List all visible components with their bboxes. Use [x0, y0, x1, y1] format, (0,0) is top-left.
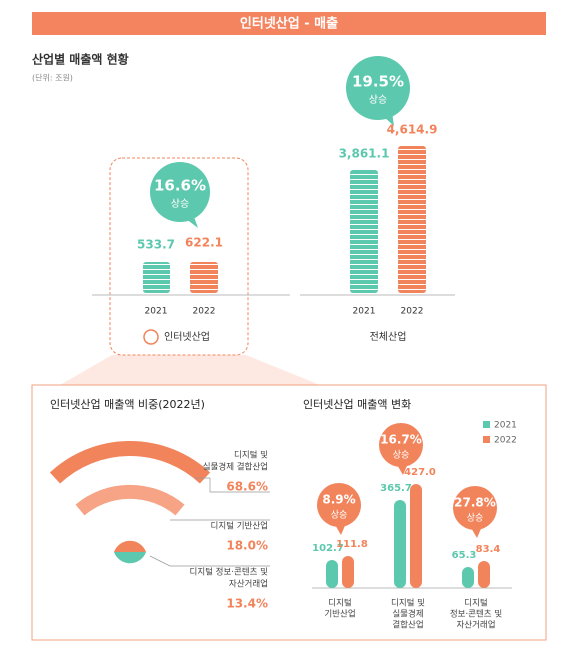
- header-bar: [32, 12, 546, 35]
- year: 2022: [193, 307, 216, 317]
- share-label: 디지털 및: [234, 450, 268, 461]
- category-label: 디지털: [464, 598, 488, 609]
- bar: [342, 556, 354, 588]
- category-label: 자산거래업: [456, 620, 495, 631]
- dashed-box: [109, 157, 249, 356]
- value: 533.7: [137, 238, 175, 252]
- rate-bubble: [317, 483, 361, 527]
- rate: 8.9%: [322, 493, 355, 507]
- share-label: 자산거래업: [229, 579, 268, 590]
- funnel: [60, 355, 320, 385]
- bar: [478, 561, 490, 588]
- share-value: 13.4%: [226, 597, 268, 611]
- bar: [462, 567, 474, 588]
- wifi-dot: [114, 552, 146, 564]
- bar-value: 102.7: [312, 543, 344, 554]
- rate-bubble: [453, 486, 497, 530]
- globe-icon: [143, 329, 159, 345]
- leader: [195, 477, 270, 493]
- bubble-tail: [185, 214, 198, 228]
- category-label: 정보·콘텐츠 및: [450, 609, 503, 620]
- header-title: 인터넷산업 - 매출: [240, 16, 338, 32]
- share-value: 68.6%: [226, 480, 268, 494]
- coin-stack: [143, 262, 170, 293]
- rate-label: 상승: [393, 450, 410, 461]
- coin-stack: [190, 262, 218, 293]
- wifi-dot: [114, 540, 146, 552]
- wifi-arc: [75, 484, 185, 516]
- legend-label: 2022: [494, 436, 517, 446]
- rate-bubble: [150, 162, 210, 222]
- industry-name: 인터넷산업: [164, 330, 210, 343]
- bar-value: 111.8: [336, 539, 368, 550]
- coin-stack: [350, 170, 378, 293]
- year: 2022: [401, 307, 424, 317]
- rate-label: 상승: [171, 198, 189, 210]
- section-title: 인터넷산업 매출액 비중(2022년): [50, 398, 205, 411]
- value: 622.1: [185, 236, 223, 250]
- legend-swatch: [483, 421, 490, 428]
- legend-swatch: [483, 436, 490, 443]
- bar-value: 365.7: [380, 483, 412, 494]
- category-label: 결합산업: [392, 620, 423, 631]
- bar-value: 83.4: [476, 544, 501, 555]
- category-label: 디지털 및: [391, 598, 425, 609]
- industry-name: 전체산업: [370, 330, 407, 343]
- category-label: 디지털: [328, 598, 352, 609]
- value: 3,861.1: [339, 147, 390, 161]
- legend-label: 2021: [494, 421, 517, 431]
- section-title: 인터넷산업 매출액 변화: [303, 398, 411, 411]
- share-label: 디지털 정보·콘텐츠 및: [190, 567, 269, 578]
- year: 2021: [145, 307, 168, 317]
- rate-label: 상승: [331, 510, 348, 521]
- share-label: 실물경제 결합산업: [203, 462, 268, 473]
- value: 4,614.9: [387, 123, 438, 137]
- coin-stack: [398, 146, 426, 293]
- bar: [394, 500, 406, 588]
- bar: [410, 484, 422, 588]
- bar-value: 65.3: [452, 550, 477, 561]
- section-title: 산업별 매출액 현황: [32, 52, 129, 67]
- rate: 16.7%: [380, 433, 422, 447]
- bubble-tail: [383, 112, 394, 126]
- unit: (단위: 조원): [32, 73, 73, 83]
- leader: [149, 555, 270, 567]
- rate: 16.6%: [154, 177, 206, 195]
- share-value: 18.0%: [226, 539, 268, 553]
- rate: 19.5%: [352, 73, 404, 91]
- rate-label: 상승: [369, 94, 387, 106]
- bar: [326, 560, 338, 588]
- rate: 27.8%: [454, 496, 496, 510]
- share-label: 디지털 기반산업: [211, 521, 268, 532]
- rate-bubble: [379, 423, 423, 467]
- rate-label: 상승: [467, 513, 484, 524]
- category-label: 실물경제: [392, 609, 423, 620]
- rate-bubble: [346, 56, 410, 120]
- bar-value: 427.0: [404, 467, 436, 478]
- wifi-arc: [49, 441, 211, 484]
- year: 2021: [353, 307, 376, 317]
- category-label: 기반산업: [324, 609, 355, 620]
